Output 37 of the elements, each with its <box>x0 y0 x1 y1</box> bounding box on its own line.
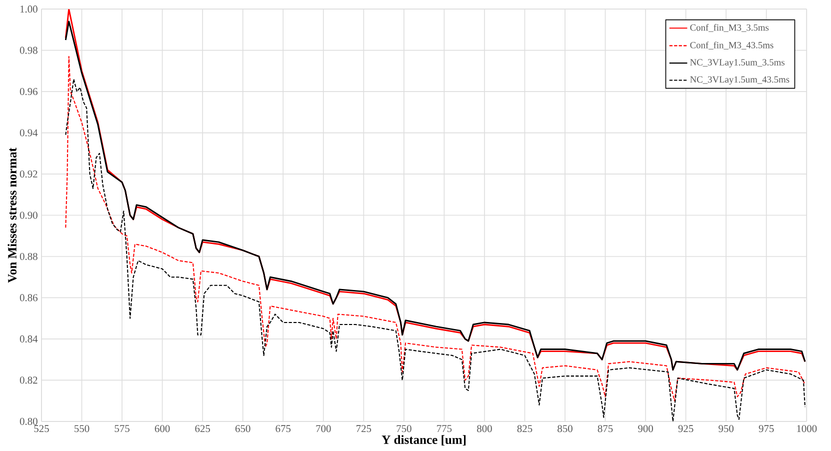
x-tick-label: 550 <box>74 425 90 432</box>
y-tick-label: 0.94 <box>20 129 38 136</box>
y-tick-label: 0.92 <box>20 170 38 178</box>
y-tick-label: 0.88 <box>20 252 38 260</box>
legend-label: Conf_fin_M3_3.5ms <box>690 24 769 32</box>
x-tick-label: 600 <box>154 425 170 432</box>
y-tick-label: 0.90 <box>20 212 38 219</box>
x-tick-label: 725 <box>356 425 372 432</box>
x-tick-label: 850 <box>558 425 572 432</box>
x-tick-label: 700 <box>316 425 331 432</box>
legend-label: NC_3VLay1.5um_3.5ms <box>690 59 784 68</box>
x-tick-label: 575 <box>114 425 130 432</box>
legend-label: Conf_fin_M3_43.5ms <box>690 42 774 50</box>
y-tick-label: 0.96 <box>20 88 38 96</box>
y-tick-label: 0.98 <box>20 46 38 54</box>
y-tick-label: 0.86 <box>20 294 38 302</box>
y-tick-label: 1.00 <box>20 6 38 13</box>
x-tick-label: 525 <box>34 425 49 432</box>
x-tick-label: 625 <box>195 425 210 432</box>
legend-label: NC_3VLay1.5um_43.5ms <box>690 76 790 85</box>
x-tick-label: 925 <box>678 425 694 432</box>
y-tick-label: 0.82 <box>20 376 38 384</box>
x-tick-label: 825 <box>517 425 532 432</box>
x-tick-label: 1000 <box>797 425 817 432</box>
y-tick-label: 0.84 <box>20 335 38 342</box>
x-tick-label: 775 <box>437 425 452 432</box>
x-tick-label: 975 <box>758 425 774 432</box>
x-tick-label: 875 <box>598 425 613 432</box>
x-tick-label: 650 <box>235 425 250 432</box>
x-tick-label: 950 <box>718 425 734 432</box>
x-axis-title: Y distance [um] <box>382 435 466 446</box>
x-tick-label: 900 <box>638 425 653 432</box>
x-tick-label: 675 <box>276 425 291 432</box>
x-tick-label: 750 <box>396 425 412 432</box>
y-tick-label: 0.80 <box>20 418 38 425</box>
x-tick-label: 800 <box>477 425 492 432</box>
y-axis-title: Von Misses stress normat <box>8 148 17 283</box>
